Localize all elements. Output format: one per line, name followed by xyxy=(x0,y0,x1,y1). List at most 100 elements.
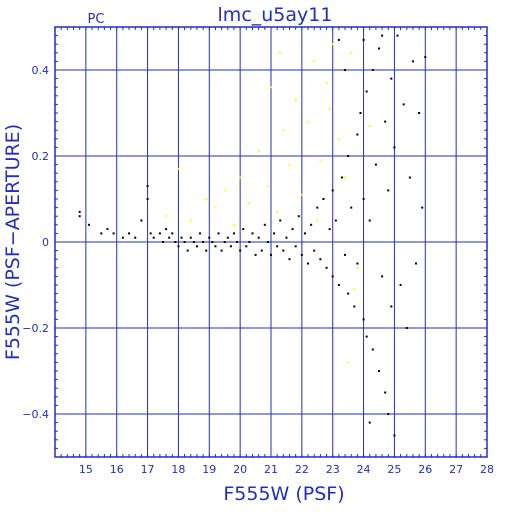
black-point-102 xyxy=(396,34,399,37)
black-point-34 xyxy=(220,249,223,252)
black-point-31 xyxy=(211,241,214,243)
black-point-45 xyxy=(254,253,257,256)
black-point-68 xyxy=(325,266,328,269)
black-point-43 xyxy=(248,241,251,243)
black-point-28 xyxy=(202,241,205,243)
black-point-12 xyxy=(149,232,152,235)
black-point-3 xyxy=(100,232,103,235)
black-point-10 xyxy=(146,185,149,188)
black-point-9 xyxy=(140,219,143,222)
black-point-59 xyxy=(297,215,300,218)
black-point-77 xyxy=(347,292,350,295)
yellow-points xyxy=(165,43,371,364)
yellow-point-18 xyxy=(313,60,316,63)
black-point-41 xyxy=(242,228,245,231)
black-point-1 xyxy=(78,210,81,213)
black-point-79 xyxy=(353,305,356,308)
black-point-115 xyxy=(362,38,365,41)
yellow-point-19 xyxy=(319,159,322,162)
y-tick-label-0: −0.4 xyxy=(22,408,49,421)
yellow-point-8 xyxy=(248,202,251,205)
black-point-6 xyxy=(121,236,124,239)
y-tick-label-1: −0.2 xyxy=(22,322,49,335)
black-point-76 xyxy=(347,155,350,157)
black-point-85 xyxy=(365,90,368,93)
x-tick-label-9: 24 xyxy=(357,463,371,476)
x-axis-label: F555W (PSF) xyxy=(223,483,344,505)
x-tick-label-1: 16 xyxy=(110,463,124,476)
yellow-point-12 xyxy=(276,210,279,213)
black-point-83 xyxy=(362,318,365,321)
black-point-97 xyxy=(387,413,390,415)
black-point-100 xyxy=(393,146,396,149)
yellow-point-2 xyxy=(189,219,192,222)
black-point-46 xyxy=(257,236,260,239)
black-point-70 xyxy=(331,189,334,192)
yellow-point-5 xyxy=(223,189,226,192)
black-point-47 xyxy=(260,249,263,252)
black-point-62 xyxy=(307,262,310,265)
black-point-37 xyxy=(229,245,232,248)
black-point-42 xyxy=(245,245,248,248)
black-point-95 xyxy=(384,391,387,394)
black-point-93 xyxy=(381,275,384,278)
yellow-point-25 xyxy=(356,266,359,269)
black-point-63 xyxy=(310,223,313,226)
black-point-51 xyxy=(273,232,276,235)
black-point-88 xyxy=(371,69,374,71)
black-point-78 xyxy=(350,206,353,209)
yellow-point-13 xyxy=(282,129,285,132)
yellow-point-6 xyxy=(232,223,235,226)
black-point-29 xyxy=(205,249,208,252)
yellow-point-24 xyxy=(350,51,353,54)
black-point-13 xyxy=(152,236,155,239)
black-point-25 xyxy=(192,241,195,243)
black-point-55 xyxy=(285,236,288,239)
black-point-65 xyxy=(316,206,319,209)
black-point-75 xyxy=(344,253,347,256)
black-point-90 xyxy=(374,163,377,166)
black-point-58 xyxy=(294,245,297,248)
black-point-11 xyxy=(146,198,149,200)
black-point-21 xyxy=(180,236,183,239)
x-tick-label-0: 15 xyxy=(79,463,93,476)
black-point-105 xyxy=(405,327,408,329)
yellow-point-14 xyxy=(288,163,291,166)
black-point-109 xyxy=(418,112,421,114)
black-point-67 xyxy=(322,198,325,200)
y-tick-label-4: 0.4 xyxy=(32,64,50,77)
yellow-point-10 xyxy=(266,185,269,188)
black-point-22 xyxy=(183,241,186,243)
black-point-104 xyxy=(402,103,405,106)
black-point-35 xyxy=(223,241,226,243)
tick-labels: 15 16 17 18 19 20 21 22 23 24 25 26 27 28 −0.4 −0.2 0 0.2… xyxy=(22,64,494,476)
yellow-point-30 xyxy=(279,51,282,54)
x-tick-label-2: 17 xyxy=(141,463,155,476)
black-point-87 xyxy=(368,219,371,222)
x-tick-label-5: 20 xyxy=(233,463,247,476)
black-point-7 xyxy=(128,232,131,235)
x-tick-label-12: 27 xyxy=(449,463,463,476)
black-point-81 xyxy=(356,262,359,265)
yellow-point-22 xyxy=(337,137,340,140)
black-point-66 xyxy=(319,258,322,261)
grid-lines xyxy=(54,26,488,458)
black-point-101 xyxy=(393,434,396,437)
black-point-64 xyxy=(313,249,316,252)
yellow-point-3 xyxy=(205,198,208,200)
black-point-32 xyxy=(214,245,217,248)
black-point-61 xyxy=(303,232,306,235)
black-point-91 xyxy=(378,370,380,372)
black-point-26 xyxy=(195,245,198,248)
black-point-103 xyxy=(399,284,402,286)
black-point-74 xyxy=(340,176,343,179)
x-tick-label-11: 26 xyxy=(418,463,432,476)
black-point-94 xyxy=(384,120,387,123)
black-point-36 xyxy=(226,236,229,239)
x-tick-label-4: 19 xyxy=(202,463,216,476)
black-point-72 xyxy=(334,219,337,222)
black-point-111 xyxy=(424,56,427,59)
yellow-point-0 xyxy=(165,215,168,218)
x-tick-label-13: 28 xyxy=(480,463,494,476)
x-tick-label-8: 23 xyxy=(326,463,340,476)
